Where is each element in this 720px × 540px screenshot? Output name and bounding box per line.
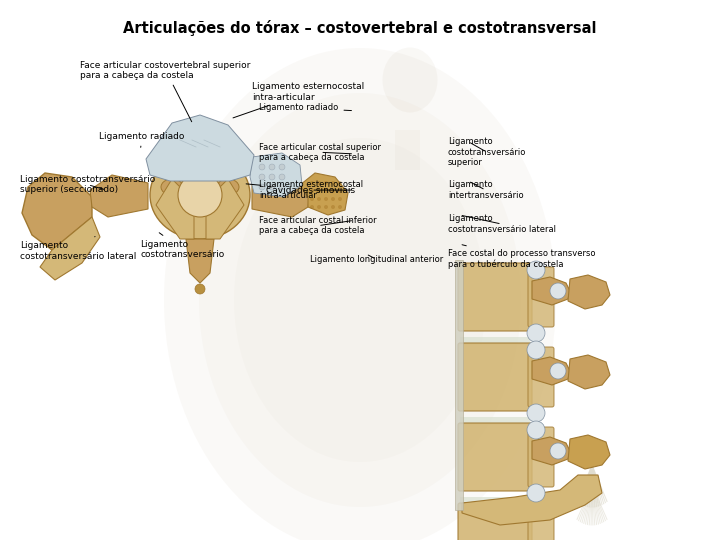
Polygon shape (156, 179, 194, 239)
Circle shape (550, 363, 566, 379)
FancyBboxPatch shape (528, 267, 554, 327)
Circle shape (259, 164, 265, 170)
Polygon shape (22, 173, 92, 250)
Text: Ligamento
costotransversário
superior: Ligamento costotransversário superior (448, 137, 526, 167)
Text: Ligamento esternocostal
intra-articular: Ligamento esternocostal intra-articular (259, 180, 364, 200)
FancyBboxPatch shape (458, 263, 532, 331)
Text: Face articular costal inferior
para a cabeça da costela: Face articular costal inferior para a ca… (259, 216, 377, 235)
Text: Cavidades sinoviais: Cavidades sinoviais (246, 184, 356, 194)
Text: Articulações do tórax – costovertebral e costotransversal: Articulações do tórax – costovertebral e… (123, 20, 597, 36)
Circle shape (317, 181, 321, 185)
Circle shape (527, 341, 545, 359)
Circle shape (317, 189, 321, 193)
Circle shape (324, 205, 328, 209)
Circle shape (310, 181, 314, 185)
Bar (460, 417, 530, 425)
Circle shape (195, 284, 205, 294)
Polygon shape (90, 175, 148, 217)
Circle shape (331, 197, 335, 201)
Circle shape (178, 173, 222, 217)
FancyBboxPatch shape (528, 507, 554, 540)
Polygon shape (250, 153, 302, 197)
Circle shape (269, 174, 275, 180)
Circle shape (527, 404, 545, 422)
FancyBboxPatch shape (458, 503, 532, 540)
Ellipse shape (210, 142, 230, 156)
Circle shape (527, 484, 545, 502)
Circle shape (331, 205, 335, 209)
Circle shape (324, 197, 328, 201)
Polygon shape (40, 217, 100, 280)
Circle shape (527, 324, 545, 342)
Text: Ligamento longitudinal anterior: Ligamento longitudinal anterior (310, 255, 443, 264)
Ellipse shape (199, 93, 521, 507)
Text: Ligamento radiado: Ligamento radiado (99, 132, 185, 147)
Circle shape (279, 184, 285, 190)
Circle shape (527, 421, 545, 439)
FancyBboxPatch shape (528, 347, 554, 407)
Circle shape (310, 189, 314, 193)
Polygon shape (206, 179, 244, 239)
Text: Ligamento radiado: Ligamento radiado (259, 104, 351, 112)
FancyBboxPatch shape (528, 427, 554, 487)
Circle shape (550, 283, 566, 299)
Circle shape (324, 189, 328, 193)
Text: Ligamento
costotransversário: Ligamento costotransversário (140, 233, 225, 259)
Bar (455, 260, 463, 510)
Polygon shape (300, 173, 348, 215)
Circle shape (279, 174, 285, 180)
Polygon shape (462, 475, 602, 525)
Bar (395, 130, 420, 170)
Text: Ligamento esternocostal
intra-articular: Ligamento esternocostal intra-articular (233, 82, 364, 118)
Circle shape (331, 181, 335, 185)
Bar (460, 337, 530, 345)
Circle shape (310, 197, 314, 201)
Circle shape (259, 184, 265, 190)
Ellipse shape (382, 48, 438, 112)
Polygon shape (568, 355, 610, 389)
Text: Face articular costal superior
para a cabeça da costela: Face articular costal superior para a ca… (259, 143, 381, 162)
Ellipse shape (170, 142, 190, 156)
Circle shape (338, 205, 342, 209)
Text: Face articular costovertebral superior
para a cabeça da costela: Face articular costovertebral superior p… (81, 60, 251, 122)
Text: Ligamento costotransversário
superior (seccionado): Ligamento costotransversário superior (s… (20, 175, 156, 194)
Polygon shape (568, 435, 610, 469)
FancyBboxPatch shape (458, 423, 532, 491)
Circle shape (317, 197, 321, 201)
Polygon shape (532, 437, 570, 465)
Circle shape (338, 189, 342, 193)
Text: Face costal do processo transverso
para o tubérculo da costela: Face costal do processo transverso para … (448, 245, 595, 269)
Polygon shape (146, 115, 254, 181)
Text: Ligamento
costotransversário lateral: Ligamento costotransversário lateral (20, 237, 137, 261)
Circle shape (324, 181, 328, 185)
Circle shape (338, 181, 342, 185)
Polygon shape (532, 277, 570, 305)
Circle shape (331, 189, 335, 193)
Polygon shape (568, 275, 610, 309)
Circle shape (527, 261, 545, 279)
Circle shape (269, 164, 275, 170)
FancyBboxPatch shape (458, 343, 532, 411)
Ellipse shape (217, 179, 239, 195)
Text: Ligamento
intertransversário: Ligamento intertransversário (448, 180, 523, 200)
Circle shape (259, 174, 265, 180)
Ellipse shape (150, 151, 250, 239)
Ellipse shape (161, 179, 183, 195)
Circle shape (317, 205, 321, 209)
Circle shape (338, 197, 342, 201)
Text: Ligamento
costotransversário lateral: Ligamento costotransversário lateral (448, 214, 556, 234)
Polygon shape (252, 175, 310, 217)
Ellipse shape (164, 48, 556, 540)
Circle shape (279, 164, 285, 170)
Bar (460, 497, 530, 505)
Circle shape (269, 184, 275, 190)
Circle shape (310, 205, 314, 209)
Polygon shape (186, 239, 214, 283)
Circle shape (550, 443, 566, 459)
Polygon shape (532, 357, 570, 385)
